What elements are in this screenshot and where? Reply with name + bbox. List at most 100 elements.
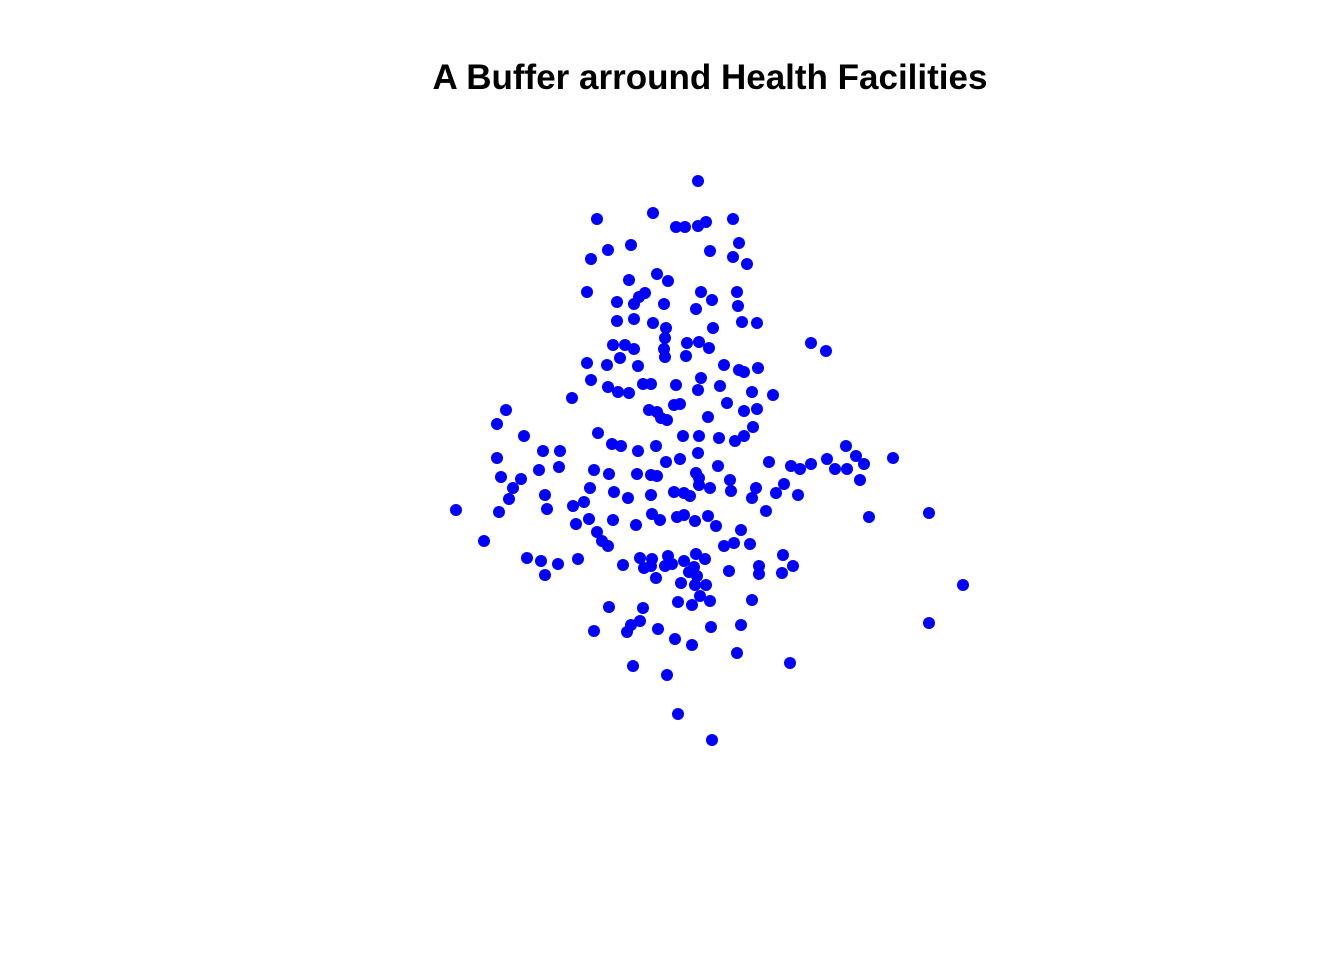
data-point [668, 486, 680, 498]
data-point [639, 287, 651, 299]
data-point [686, 639, 698, 651]
data-point [645, 489, 657, 501]
data-point [672, 708, 684, 720]
data-point [675, 577, 687, 589]
data-point [603, 468, 615, 480]
data-point [746, 594, 758, 606]
data-point [735, 524, 747, 536]
data-point [617, 559, 629, 571]
data-point [702, 411, 714, 423]
data-point [627, 660, 639, 672]
data-point [572, 553, 584, 565]
data-point [537, 445, 549, 457]
data-point [637, 602, 649, 614]
data-point [689, 515, 701, 527]
data-point [614, 352, 626, 364]
data-point [746, 386, 758, 398]
data-point [703, 342, 715, 354]
data-point [736, 316, 748, 328]
data-point [585, 374, 597, 386]
data-point [863, 511, 875, 523]
data-point [628, 313, 640, 325]
data-point [770, 487, 782, 499]
data-point [632, 445, 644, 457]
data-point [684, 490, 696, 502]
data-point [691, 570, 703, 582]
data-point [647, 207, 659, 219]
data-point [645, 378, 657, 390]
data-point [660, 456, 672, 468]
data-point [727, 251, 739, 263]
data-point [694, 590, 706, 602]
data-point [619, 339, 631, 351]
data-point [493, 506, 505, 518]
data-point [887, 452, 899, 464]
data-point [704, 595, 716, 607]
data-point [686, 599, 698, 611]
data-point [585, 253, 597, 265]
data-point [681, 337, 693, 349]
data-point [611, 296, 623, 308]
data-point [690, 303, 702, 315]
data-point [738, 366, 750, 378]
data-point [634, 552, 646, 564]
data-point [705, 621, 717, 633]
data-point [713, 432, 725, 444]
data-point [634, 615, 646, 627]
data-point [592, 427, 604, 439]
data-point [518, 430, 530, 442]
data-point [495, 471, 507, 483]
data-point [700, 216, 712, 228]
data-point [659, 351, 671, 363]
data-point [670, 221, 682, 233]
data-point [584, 482, 596, 494]
data-point [721, 397, 733, 409]
data-point [725, 485, 737, 497]
data-point [753, 568, 765, 580]
data-point [662, 275, 674, 287]
data-point [784, 657, 796, 669]
data-point [787, 560, 799, 572]
data-point [723, 565, 735, 577]
data-point [602, 381, 614, 393]
data-point [539, 569, 551, 581]
data-point [805, 458, 817, 470]
data-point [554, 445, 566, 457]
data-point [733, 237, 745, 249]
data-point [615, 440, 627, 452]
data-point [699, 553, 711, 565]
data-point [702, 510, 714, 522]
data-point [570, 518, 582, 530]
data-point [718, 540, 730, 552]
data-point [718, 359, 730, 371]
data-point [840, 440, 852, 452]
data-point [625, 239, 637, 251]
data-point [777, 549, 789, 561]
data-point [714, 380, 726, 392]
data-point [591, 526, 603, 538]
data-point [692, 384, 704, 396]
data-point [628, 343, 640, 355]
data-point [850, 450, 862, 462]
data-point [647, 317, 659, 329]
data-point [738, 430, 750, 442]
data-point [566, 392, 578, 404]
data-point [588, 625, 600, 637]
data-point [706, 294, 718, 306]
data-point [776, 567, 788, 579]
data-point [583, 513, 595, 525]
data-point [731, 647, 743, 659]
data-point [678, 555, 690, 567]
data-point [674, 398, 686, 410]
data-point [491, 418, 503, 430]
data-point [515, 473, 527, 485]
data-point [690, 548, 702, 560]
data-point [603, 601, 615, 613]
data-point [450, 504, 462, 516]
data-point [821, 453, 833, 465]
data-point [805, 337, 817, 349]
data-point [621, 626, 633, 638]
data-point [567, 500, 579, 512]
data-point [738, 405, 750, 417]
